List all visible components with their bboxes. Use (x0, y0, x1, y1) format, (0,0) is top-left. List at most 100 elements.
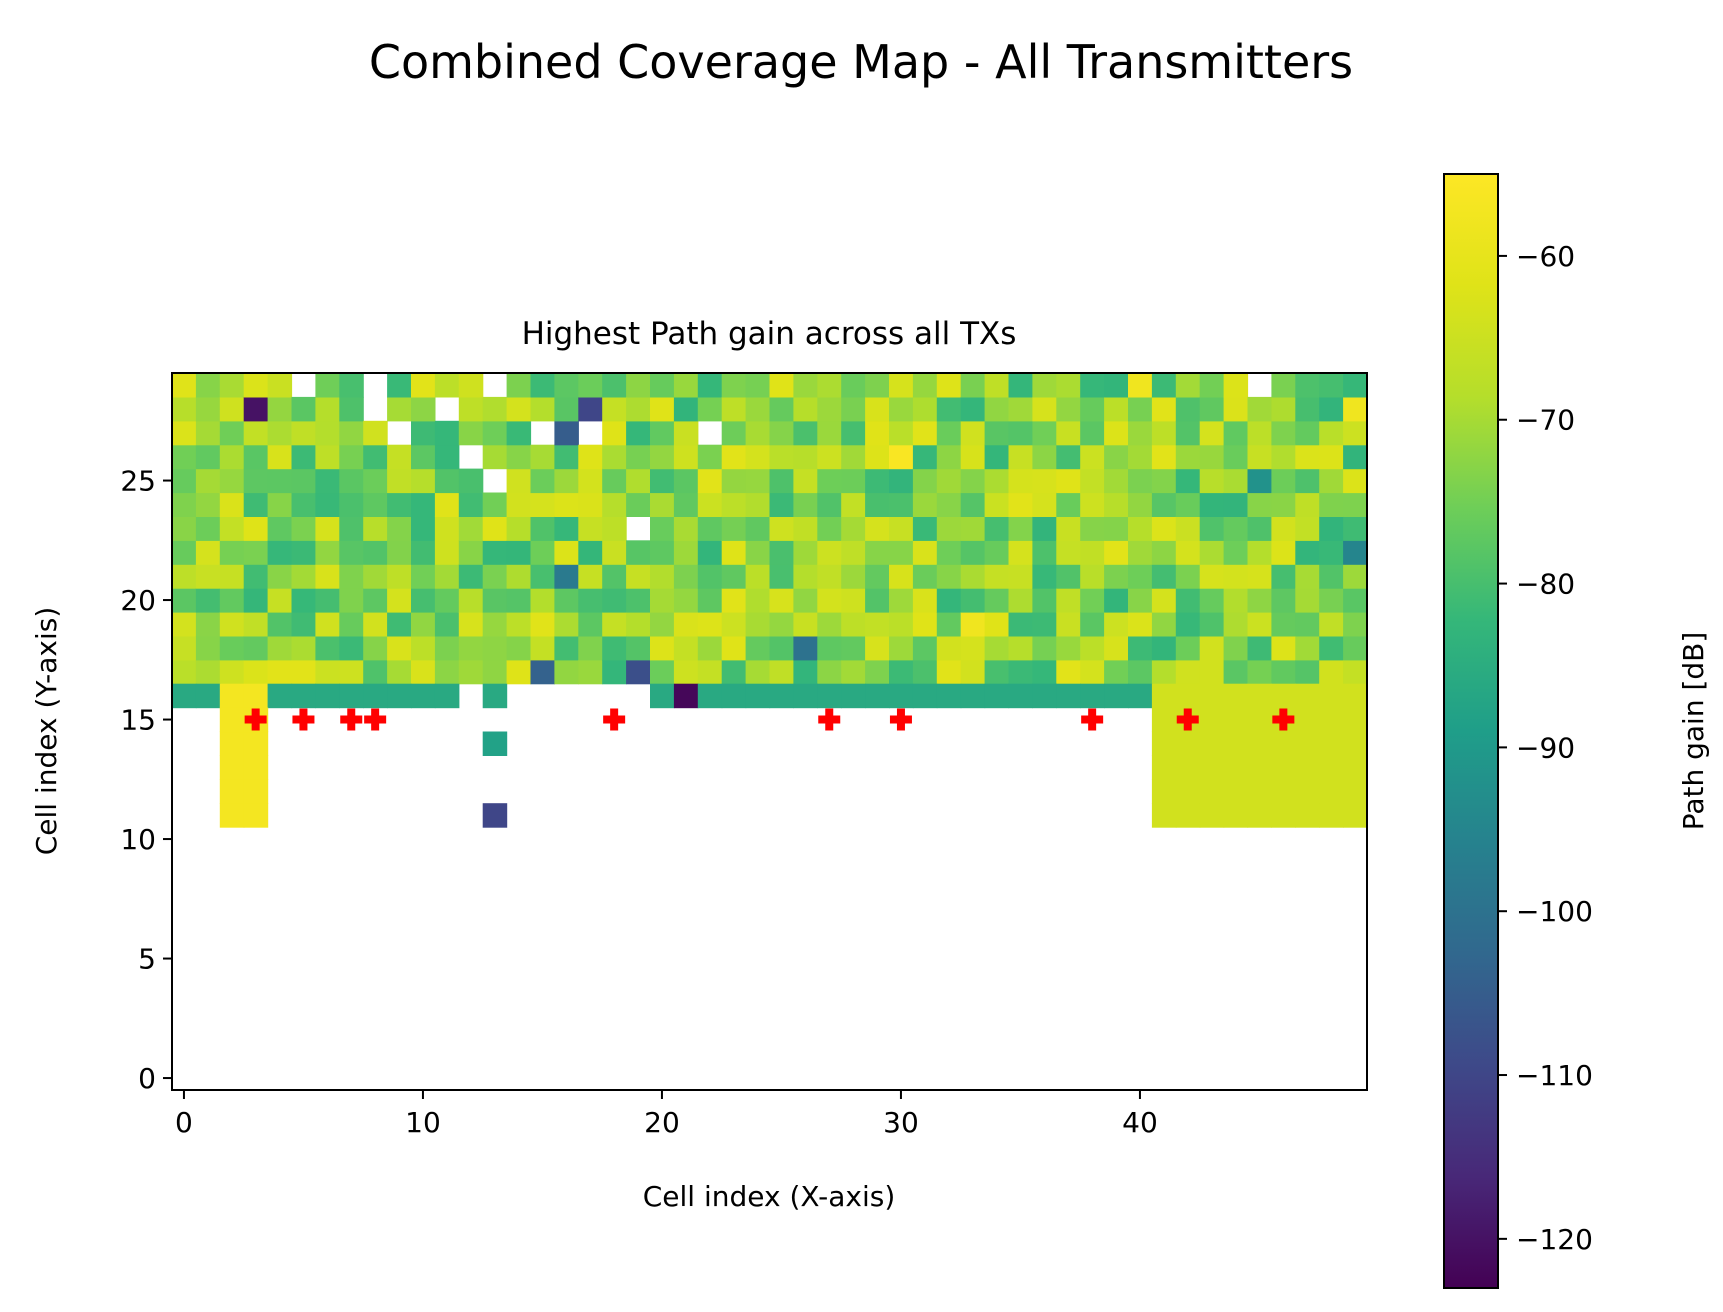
heatmap-cell (1247, 731, 1272, 756)
heatmap-cell (936, 635, 962, 661)
heatmap-cell (411, 420, 436, 446)
heatmap-cell (243, 588, 269, 613)
heatmap-cell (1199, 779, 1225, 804)
heatmap-cell (434, 468, 460, 494)
heatmap-cell (411, 444, 436, 470)
heatmap-cell (554, 373, 579, 398)
heatmap-cell (650, 516, 675, 541)
heatmap-cell (267, 540, 293, 565)
heatmap-cell (1128, 588, 1153, 613)
heatmap-cell (673, 612, 699, 637)
heatmap-cell (865, 659, 890, 685)
heatmap-cell (434, 492, 460, 517)
heatmap-cell (1343, 588, 1368, 613)
heatmap-cell (339, 396, 364, 422)
heatmap-cell (1319, 803, 1344, 828)
heatmap-cell (1295, 588, 1320, 613)
figure-suptitle: Combined Coverage Map - All Transmitters (369, 35, 1353, 89)
heatmap-cell (434, 635, 460, 661)
heatmap-cell (1247, 779, 1272, 804)
heatmap-cell (291, 540, 316, 565)
heatmap-cell (1080, 564, 1105, 589)
heatmap-cell (1151, 564, 1177, 589)
heatmap-cell (1008, 540, 1033, 565)
heatmap-cell (673, 373, 699, 398)
heatmap-cell (602, 420, 627, 446)
heatmap-cell (195, 516, 221, 541)
heatmap-cell (387, 612, 412, 637)
heatmap-cell (769, 588, 794, 613)
heatmap-cell (1128, 492, 1153, 517)
heatmap-cell (339, 564, 364, 589)
heatmap-cell (865, 635, 890, 661)
heatmap-cell (506, 420, 532, 446)
heatmap-cell (745, 373, 771, 398)
heatmap-cell (865, 612, 890, 637)
heatmap-cell (1080, 612, 1105, 637)
heatmap-cell (1271, 635, 1296, 661)
heatmap-cell (1104, 683, 1129, 709)
heatmap-cell (339, 612, 364, 637)
heatmap-cell (889, 588, 914, 613)
heatmap-cell (745, 588, 771, 613)
heatmap-cell (769, 659, 794, 685)
heatmap-cell (626, 659, 651, 685)
heatmap-cell (865, 683, 890, 709)
heatmap-cell (1008, 683, 1033, 709)
heatmap-cell (363, 588, 388, 613)
heatmap-cell (697, 659, 723, 685)
heatmap-cell (602, 373, 627, 398)
heatmap-cell (172, 373, 197, 398)
heatmap-cell (267, 683, 293, 709)
heatmap-cell (458, 516, 484, 541)
heatmap-cell (1319, 731, 1344, 756)
heatmap-cell (411, 612, 436, 637)
transmitter-marker (292, 708, 315, 731)
heatmap-cell (578, 540, 603, 565)
heatmap-cell (912, 444, 938, 470)
heatmap-cell (1295, 516, 1320, 541)
heatmap-cell (1247, 659, 1272, 685)
heatmap-cell (530, 492, 555, 517)
heatmap-cell (530, 635, 555, 661)
heatmap-cell (411, 396, 436, 422)
heatmap-cell (1080, 468, 1105, 494)
heatmap-cell (1295, 803, 1320, 828)
heatmap-cell (554, 516, 579, 541)
heatmap-cell (482, 540, 508, 565)
heatmap-cell (1223, 731, 1249, 756)
heatmap-cell (387, 588, 412, 613)
heatmap-cell (554, 444, 579, 470)
heatmap-cell (1151, 516, 1177, 541)
heatmap-cell (1175, 468, 1201, 494)
heatmap-cell (482, 396, 508, 422)
heatmap-cell (506, 540, 532, 565)
heatmap-cell (1199, 731, 1225, 756)
heatmap-cell (339, 468, 364, 494)
heatmap-cell (387, 373, 412, 398)
heatmap-cell (697, 540, 723, 565)
heatmap-cell (1032, 396, 1057, 422)
heatmap-cell (721, 659, 747, 685)
heatmap-cell (1343, 444, 1368, 470)
heatmap-cell (626, 420, 651, 446)
heatmap-cell (315, 612, 340, 637)
heatmap-cell (315, 659, 340, 685)
heatmap-cell (602, 564, 627, 589)
heatmap-cell (1128, 396, 1153, 422)
heatmap-cell (482, 659, 508, 685)
heatmap-cell (172, 612, 197, 637)
heatmap-cell (482, 444, 508, 470)
heatmap-cell (865, 420, 890, 446)
heatmap-cell (1223, 516, 1249, 541)
heatmap-cell (530, 540, 555, 565)
heatmap-cell (458, 420, 484, 446)
heatmap-cell (506, 492, 532, 517)
heatmap-cell (960, 659, 986, 685)
heatmap-cell (960, 492, 986, 517)
heatmap-cell (697, 564, 723, 589)
heatmap-cell (1032, 659, 1057, 685)
heatmap-cell (1104, 516, 1129, 541)
heatmap-cell (363, 444, 388, 470)
heatmap-cell (1151, 492, 1177, 517)
